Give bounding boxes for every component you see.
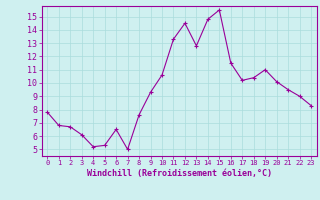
X-axis label: Windchill (Refroidissement éolien,°C): Windchill (Refroidissement éolien,°C) bbox=[87, 169, 272, 178]
